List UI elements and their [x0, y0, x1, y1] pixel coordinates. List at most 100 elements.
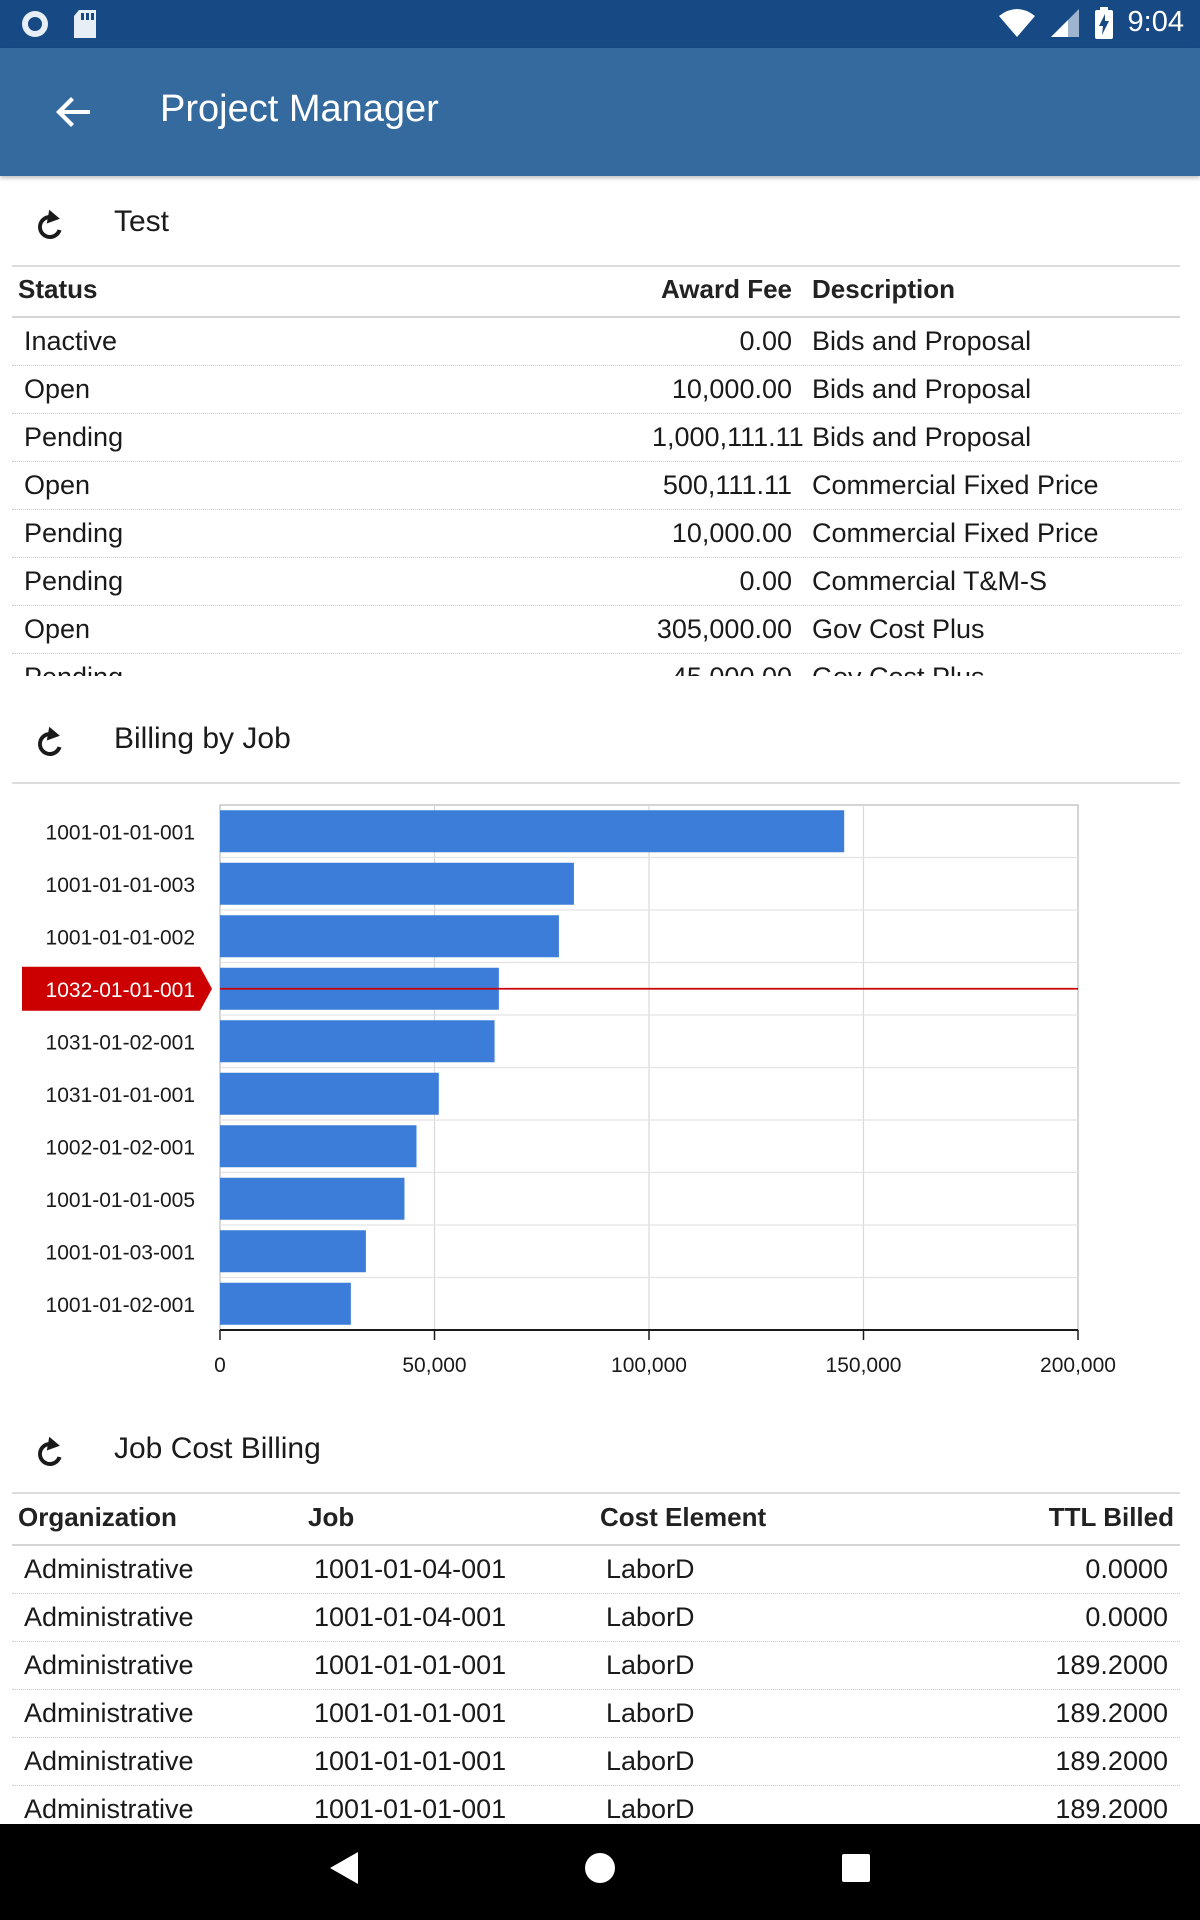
category-label: 1001-01-01-002 — [46, 926, 195, 949]
table-row[interactable]: Pending 1,000,111.11 Bids and Proposal — [12, 414, 1180, 462]
category-label: 1031-01-01-001 — [46, 1084, 195, 1107]
table-row[interactable]: Pending 0.00 Commercial T&M-S — [12, 558, 1180, 606]
cell-award-fee: 0.00 — [739, 326, 792, 356]
cell-organization: Administrative — [24, 1602, 194, 1632]
x-tick-label: 150,000 — [826, 1354, 902, 1377]
bar-1002-01-02-001[interactable] — [220, 1125, 417, 1168]
system-nav-bar — [0, 1824, 1200, 1920]
bar-1001-01-01-001[interactable] — [220, 810, 845, 853]
billing-by-job-chart[interactable]: 1001-01-01-001 1001-01-01-003 1001-01-01-0… — [0, 790, 1200, 1400]
bar-1001-01-03-001[interactable] — [220, 1230, 366, 1273]
bar-1001-01-01-003[interactable] — [220, 862, 574, 905]
record-icon — [22, 11, 48, 37]
column-header-cost-element[interactable]: Cost Element — [600, 1501, 767, 1532]
table-row[interactable]: Open 10,000.00 Bids and Proposal — [12, 366, 1180, 414]
cell-job: 1001-01-04-001 — [314, 1554, 507, 1584]
cell-status: Open — [24, 614, 91, 644]
section-title: Billing by Job — [114, 722, 291, 755]
refresh-icon[interactable] — [32, 1436, 68, 1472]
section-title: Test — [114, 205, 170, 238]
job-cost-table: Organization Job Cost Element TTL Billed… — [12, 1490, 1180, 1824]
refresh-icon[interactable] — [32, 726, 68, 762]
x-tick-label: 100,000 — [611, 1354, 687, 1377]
column-header-ttl-billed[interactable]: TTL Billed — [1048, 1501, 1174, 1532]
cell-description: Commercial Fixed Price — [812, 518, 1099, 548]
table-row[interactable]: Pending 10,000.00 Commercial Fixed Price — [12, 510, 1180, 558]
section-header-test: Test — [12, 183, 1180, 267]
x-tick-label: 200,000 — [1040, 1354, 1116, 1377]
app-bar: Project Manager — [0, 48, 1200, 176]
arrow-left-icon[interactable] — [50, 88, 98, 136]
cell-cost-element: LaborD — [606, 1554, 695, 1584]
back-triangle-icon[interactable] — [328, 1850, 360, 1886]
table-row[interactable]: Inactive 0.00 Bids and Proposal — [12, 318, 1180, 366]
cell-award-fee: 10,000.00 — [671, 374, 792, 404]
cell-status: Pending — [24, 566, 124, 596]
cell-job: 1001-01-01-001 — [314, 1794, 507, 1824]
refresh-icon[interactable] — [32, 209, 68, 245]
table-row[interactable]: Administrative 1001-01-01-001 LaborD 189.20… — [12, 1786, 1180, 1824]
column-header-award-fee[interactable]: Award Fee — [660, 273, 792, 304]
category-label: 1001-01-02-001 — [46, 1294, 195, 1317]
cell-award-fee: 1,000,111.11 — [652, 422, 804, 452]
bar-1001-01-01-002[interactable] — [220, 915, 559, 958]
category-label: 1001-01-01-003 — [46, 874, 195, 897]
cell-job: 1001-01-04-001 — [314, 1602, 507, 1632]
table-row[interactable]: Administrative 1001-01-01-001 LaborD 189.20… — [12, 1690, 1180, 1738]
bar-1001-01-01-005[interactable] — [220, 1177, 405, 1220]
test-table: Status Award Fee Description Inactive 0.0… — [12, 262, 1180, 676]
battery-charging-icon — [1094, 6, 1113, 39]
cell-cost-element: LaborD — [606, 1650, 695, 1680]
wifi-icon — [998, 8, 1035, 37]
table-header: Organization Job Cost Element TTL Billed — [12, 1490, 1180, 1546]
cell-award-fee: 500,111.11 — [662, 470, 792, 500]
section-header-billing-by-job: Billing by Job — [12, 700, 1180, 784]
status-bar: 9:04 — [0, 0, 1200, 48]
category-label: 1001-01-01-005 — [46, 1189, 195, 1212]
cell-job: 1001-01-01-001 — [314, 1746, 507, 1776]
table-row[interactable]: Administrative 1001-01-01-001 LaborD 189.20… — [12, 1642, 1180, 1690]
cell-ttl-billed: 189.2000 — [1055, 1794, 1168, 1824]
table-row[interactable]: Administrative 1001-01-01-001 LaborD 189.20… — [12, 1738, 1180, 1786]
cell-cost-element: LaborD — [606, 1602, 695, 1632]
column-header-organization[interactable]: Organization — [18, 1501, 177, 1532]
category-label: 1002-01-02-001 — [46, 1136, 195, 1159]
column-header-status[interactable]: Status — [18, 273, 98, 304]
category-label: 1031-01-02-001 — [46, 1031, 195, 1054]
table-header: Status Award Fee Description — [12, 262, 1180, 318]
cell-organization: Administrative — [24, 1650, 194, 1680]
cell-description: Commercial Fixed Price — [812, 470, 1099, 500]
table-row[interactable]: Open 500,111.11 Commercial Fixed Price — [12, 462, 1180, 510]
cell-status: Inactive — [24, 326, 118, 356]
cell-organization: Administrative — [24, 1746, 194, 1776]
cell-organization: Administrative — [24, 1794, 194, 1824]
cell-status: Open — [24, 470, 91, 500]
cell-ttl-billed: 189.2000 — [1055, 1746, 1168, 1776]
recents-square-icon[interactable] — [840, 1850, 872, 1886]
cell-award-fee: 0.00 — [739, 566, 792, 596]
cell-description: Bids and Proposal — [812, 374, 1032, 404]
table-row[interactable]: Open 305,000.00 Gov Cost Plus — [12, 606, 1180, 654]
clock-time: 9:04 — [1127, 6, 1184, 38]
cell-cost-element: LaborD — [606, 1794, 695, 1824]
cell-award-fee: 45,000.00 — [652, 662, 802, 676]
table-row[interactable]: Administrative 1001-01-04-001 LaborD 0.0000 — [12, 1546, 1180, 1594]
category-label: 1001-01-01-001 — [46, 821, 195, 844]
column-header-job[interactable]: Job — [308, 1501, 355, 1532]
cell-ttl-billed: 0.0000 — [1085, 1602, 1168, 1632]
category-label: 1001-01-03-001 — [46, 1241, 195, 1264]
bar-1031-01-02-001[interactable] — [220, 1020, 495, 1063]
home-circle-icon[interactable] — [583, 1850, 617, 1886]
cell-description: Bids and Proposal — [812, 326, 1032, 356]
bar-1031-01-01-001[interactable] — [220, 1072, 439, 1115]
x-tick-label: 0 — [214, 1354, 226, 1377]
cell-organization: Administrative — [24, 1698, 194, 1728]
bar-1001-01-02-001[interactable] — [220, 1282, 351, 1325]
section-title: Job Cost Billing — [114, 1432, 321, 1465]
table-row[interactable]: Administrative 1001-01-04-001 LaborD 0.0000 — [12, 1594, 1180, 1642]
cell-ttl-billed: 189.2000 — [1055, 1698, 1168, 1728]
column-header-description[interactable]: Description — [812, 273, 956, 304]
cell-status: Pending — [24, 518, 124, 548]
sd-card-icon — [74, 10, 96, 38]
